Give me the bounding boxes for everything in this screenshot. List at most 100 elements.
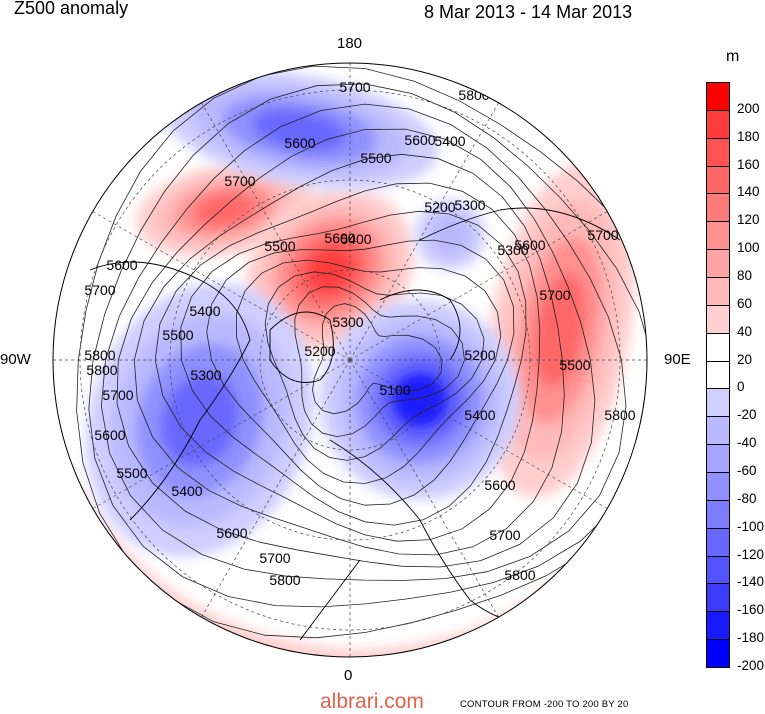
contour-value-label: 5800 — [269, 572, 300, 588]
height-contour — [133, 153, 565, 556]
height-contour — [88, 83, 647, 608]
contour-value-label: 5700 — [489, 527, 520, 543]
contour-value-label: 5300 — [497, 242, 528, 258]
colorbar-swatch — [706, 555, 730, 585]
contour-value-label: 5800 — [604, 407, 635, 423]
colorbar-swatch — [706, 304, 730, 334]
meridian-line — [90, 209, 351, 361]
contour-value-label: 5100 — [379, 382, 410, 398]
meridian-line — [90, 359, 351, 511]
contour-value-label: 5400 — [171, 483, 202, 499]
colorbar-swatch — [706, 639, 730, 668]
meridian-line — [349, 100, 501, 361]
colorbar-swatch — [706, 388, 730, 418]
contour-labels: 5700 580056005500570054005200530056005500… — [84, 79, 635, 588]
date-range: 8 Mar 2013 - 14 Mar 2013 — [424, 2, 633, 22]
colorbar-swatch — [706, 499, 730, 529]
colorbar-tick-label: -100 — [737, 518, 765, 534]
height-contour — [116, 128, 596, 568]
colorbar-swatch — [706, 221, 730, 251]
contour-note: CONTOUR FROM -200 TO 200 BY 20 — [460, 699, 629, 710]
negative-anomaly-europe — [392, 372, 448, 428]
contour-value-label: 5700 — [84, 282, 115, 298]
colorbar-tick-label: 200 — [737, 100, 760, 116]
height-contour — [264, 271, 485, 461]
colorbar-tick-label: 80 — [737, 268, 753, 283]
colorbar-tick-label: 40 — [737, 323, 753, 339]
contour-value-label: 5600 — [106, 257, 137, 273]
colorbar-tick-label: 60 — [737, 295, 753, 311]
colorbar-swatch — [706, 249, 730, 278]
colorbar — [706, 82, 730, 668]
colorbar-swatch — [706, 611, 730, 641]
contour-value-label: 5600 — [324, 230, 355, 246]
watermark: albrari.com — [320, 690, 424, 713]
meridian-line — [349, 209, 610, 361]
contour-value-label: 5600 — [514, 237, 545, 253]
colorbar-swatch — [706, 472, 730, 501]
colorbar-swatch — [706, 165, 730, 195]
colorbar-tick-label: -160 — [737, 602, 765, 618]
coastline — [299, 559, 361, 641]
contour-value-label: 5200 — [304, 343, 335, 359]
colorbar-tick-label: -40 — [737, 435, 757, 451]
colorbar-swatch — [706, 277, 730, 306]
colorbar-swatch — [706, 82, 730, 111]
longitude-label-180: 180 — [337, 35, 363, 52]
height-contour — [312, 303, 443, 415]
contour-value-label: 5600 — [94, 427, 125, 443]
colorbar-tick-label: -20 — [737, 407, 757, 423]
coastline — [269, 311, 334, 383]
meridian-line — [349, 359, 501, 620]
colorbar-swatch — [706, 109, 730, 139]
colorbar-tick-label: 0 — [737, 379, 745, 395]
colorbar-swatch — [706, 416, 730, 446]
positive-anomaly-alaska — [195, 194, 255, 226]
contour-value-label: 5700 — [587, 227, 618, 243]
contour-value-label: 5500 — [162, 327, 193, 343]
contour-value-label: 5800 — [504, 567, 535, 583]
contour-value-label: 5300 — [190, 367, 221, 383]
longitude-label-0: 0 — [344, 667, 353, 684]
positive-anomaly-asia — [535, 274, 585, 386]
colorbar-swatch — [706, 137, 730, 167]
contour-value-label: 5400 — [340, 231, 371, 247]
contour-value-label: 5600 — [284, 135, 315, 151]
contour-value-label: 5700 — [224, 173, 255, 189]
colorbar-swatch — [706, 444, 730, 473]
colorbar-tick-label: 120 — [737, 212, 760, 228]
contour-value-label: 5600 — [484, 477, 515, 493]
contour-value-label: 5400 — [189, 303, 220, 319]
colorbar-unit: m — [726, 48, 740, 65]
contour-value-label: 5400 — [434, 133, 465, 149]
contour-value-label: 5600 — [404, 132, 435, 148]
negative-anomaly-pacific — [253, 110, 347, 150]
contour-value-label: 5500 — [116, 465, 147, 481]
contour-value-label: 5700 — [539, 287, 570, 303]
colorbar-tick-label: -180 — [737, 630, 765, 646]
colorbar-tick-label: 160 — [737, 156, 760, 172]
colorbar-tick-label: -60 — [737, 463, 757, 478]
colorbar-swatch — [706, 583, 730, 613]
map-boundary — [52, 62, 648, 658]
meridian-line — [199, 359, 351, 620]
colorbar-swatch — [706, 360, 730, 390]
height-contour — [236, 259, 502, 484]
colorbar-tick-label: -120 — [737, 546, 765, 562]
longitude-label-90e: 90E — [664, 351, 691, 368]
longitude-label-90w: 90W — [0, 351, 31, 368]
colorbar-tick-label: -80 — [737, 490, 757, 506]
contour-value-label: 5700 — [259, 550, 290, 566]
contour-value-label: 5200 — [424, 199, 455, 215]
colorbar-tick-label: 140 — [737, 184, 760, 200]
colorbar-tick-label: -200 — [737, 658, 765, 673]
coastline — [89, 261, 251, 521]
colorbar-swatch — [706, 332, 730, 362]
contour-value-label: 5800 — [86, 362, 117, 378]
contour-value-label: 5300 — [454, 197, 485, 213]
colorbar-tick-label: 180 — [737, 128, 760, 144]
colorbar-tick-label: -140 — [737, 574, 765, 590]
contour-value-label: 5200 — [464, 347, 495, 363]
contour-value-label: 5400 — [464, 407, 495, 423]
chart-title: Z500 anomaly — [14, 0, 129, 18]
